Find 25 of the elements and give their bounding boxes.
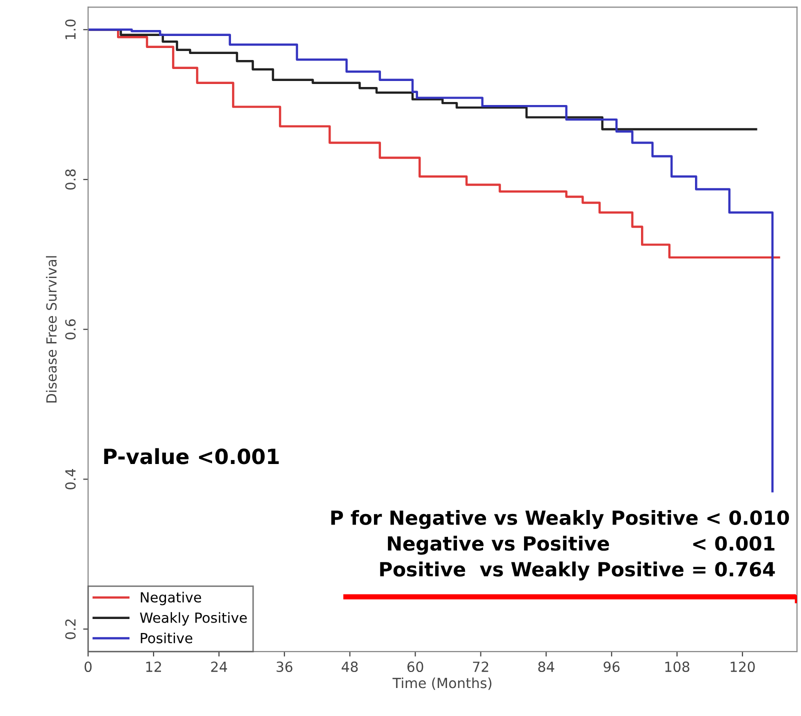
y-axis-title: Disease Free Survival xyxy=(46,256,57,402)
y-tick-label: 0.4 xyxy=(65,468,76,490)
x-tick-label: 48 xyxy=(342,662,358,672)
x-tick-label: 84 xyxy=(538,662,554,672)
legend-label: Weakly Positive xyxy=(140,612,247,626)
annotation: Negative vs Positive < 0.001 xyxy=(388,536,774,555)
y-tick-label: 0.6 xyxy=(65,319,76,340)
y-tick-label: 0.2 xyxy=(65,619,76,640)
x-tick-label: 60 xyxy=(407,662,424,672)
legend-label: Negative xyxy=(140,592,202,606)
x-axis-title: Time (Months) xyxy=(392,678,492,690)
annotation: P-value <0.001 xyxy=(104,448,279,464)
x-tick-label: 96 xyxy=(604,662,620,672)
x-tick-label: 72 xyxy=(473,662,488,672)
x-tick-label: 24 xyxy=(211,662,228,672)
x-tick-label: 108 xyxy=(665,662,690,672)
annotation: Positive vs Weakly Positive = 0.764 xyxy=(380,562,775,580)
x-tick-label: 120 xyxy=(730,662,755,672)
x-tick-label: 36 xyxy=(276,662,292,672)
y-tick-label: 1.0 xyxy=(65,20,76,40)
x-tick-label: 0 xyxy=(84,662,92,672)
y-tick-label: 0.8 xyxy=(65,169,76,190)
annotation: P for Negative vs Weakly Positive < 0.010 xyxy=(331,510,789,529)
legend-label: Positive xyxy=(140,632,192,644)
x-tick-label: 12 xyxy=(146,662,161,672)
